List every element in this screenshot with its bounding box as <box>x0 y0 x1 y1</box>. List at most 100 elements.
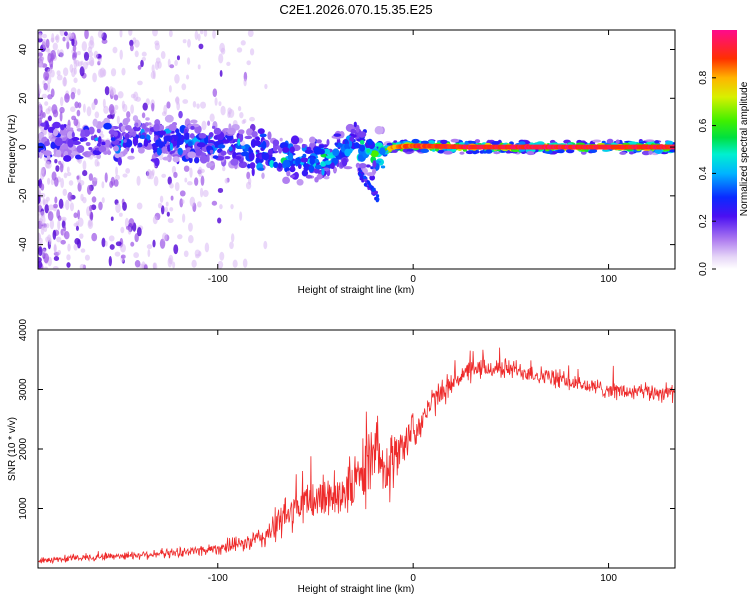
spectrogram-speck <box>243 78 247 87</box>
spectrogram-speck <box>146 168 152 180</box>
spectrogram-speck <box>60 239 66 245</box>
spectrogram-speck <box>38 57 44 63</box>
spectrogram-speck <box>73 57 77 64</box>
spectrogram-cell <box>300 157 309 163</box>
spectrogram-speck <box>45 38 50 49</box>
spectrogram-ytick-label: 40 <box>18 44 29 56</box>
spectrogram-cell <box>227 127 236 135</box>
spectrogram-speck <box>211 200 218 206</box>
figure-title: C2E1.2026.070.15.35.E25 <box>279 2 432 17</box>
spectrogram-speck <box>59 106 65 114</box>
colorbar-tick-label: 0.4 <box>698 166 709 180</box>
snr-marks <box>38 347 675 565</box>
spectrogram-speck <box>147 249 151 258</box>
spectrogram-cell <box>163 135 173 142</box>
spectrogram-cell <box>443 150 453 155</box>
spectrogram-speck <box>110 68 117 77</box>
spectrogram-speck <box>108 235 115 242</box>
spectrogram-cell <box>175 128 180 134</box>
spectrogram-speck <box>62 188 68 197</box>
spectrogram-cell <box>224 155 231 160</box>
spectrogram-speck <box>70 33 75 40</box>
spectrogram-cell <box>325 155 334 159</box>
spectrogram-cell <box>76 144 85 153</box>
spectrogram-cell <box>154 157 160 167</box>
spectrogram-speck <box>200 101 207 109</box>
spectrogram-cell <box>238 129 245 135</box>
spectrogram-cell <box>72 140 81 146</box>
spectrogram-cell <box>665 140 674 145</box>
spectrogram-speck <box>179 190 186 197</box>
spectrogram-speck <box>189 167 193 178</box>
spectrogram-cell <box>164 114 174 123</box>
spectrogram-speck <box>133 252 139 259</box>
spectrogram-cell <box>648 150 653 155</box>
spectrogram-speck <box>239 211 243 221</box>
spectrogram-speck <box>62 67 69 77</box>
spectrogram-speck <box>164 206 169 213</box>
spectrogram-cell <box>355 124 360 133</box>
spectrogram-cell <box>190 125 195 130</box>
spectrogram-cell <box>213 127 222 135</box>
spectrogram-cell <box>46 155 51 160</box>
spectrogram-speck <box>134 260 141 268</box>
spectrogram-cell <box>369 174 376 181</box>
spectrogram-cell <box>350 128 356 134</box>
spectrogram-cell <box>244 135 253 140</box>
spectrogram-speck <box>169 207 174 212</box>
spectrogram-speck <box>167 176 172 185</box>
spectrogram-cell <box>290 165 295 170</box>
colorbar-gradient <box>712 30 737 269</box>
spectrogram-tail <box>371 191 375 195</box>
spectrogram-speck <box>104 172 108 183</box>
spectrogram-speck <box>96 161 100 167</box>
spectrogram-speck <box>38 88 42 94</box>
spectrogram-speck <box>47 68 53 74</box>
spectrogram-speck <box>54 196 58 204</box>
spectrogram-cell <box>343 166 353 170</box>
spectrogram-cell <box>459 142 465 146</box>
spectrogram-cell <box>92 118 98 127</box>
spectrogram-cell <box>296 178 304 186</box>
spectrogram-speck <box>86 106 92 117</box>
spectrogram-cell <box>123 148 128 155</box>
spectrogram-cell <box>189 133 195 139</box>
spectrogram-speck <box>82 61 88 70</box>
spectrogram-speck <box>73 212 78 219</box>
spectrogram-cell <box>391 149 398 153</box>
spectrogram-cell <box>209 149 214 154</box>
spectrogram-speck <box>218 101 222 107</box>
spectrogram-cell <box>330 162 335 170</box>
spectrogram-cell <box>66 131 74 139</box>
spectrogram-speck <box>88 56 95 67</box>
spectrogram-speck <box>167 217 174 224</box>
spectrogram-speck <box>56 74 63 81</box>
spectrogram-cell <box>82 152 88 156</box>
spectrogram-cell <box>125 124 132 131</box>
spectrogram-speck <box>47 234 52 243</box>
spectrogram-speck <box>204 242 210 253</box>
spectrogram-cell <box>341 157 348 167</box>
spectrogram-speck <box>55 34 60 43</box>
snr-xtick-label: -100 <box>208 573 228 584</box>
spectrogram-speck <box>38 32 43 40</box>
spectrogram-cell <box>143 138 149 147</box>
spectrogram-speck <box>247 30 254 38</box>
spectrogram-speck <box>62 36 66 42</box>
spectrogram-speck <box>74 101 79 109</box>
spectrogram-speck <box>112 46 118 54</box>
spectrogram-cell <box>132 125 141 132</box>
spectrogram-cell <box>145 117 150 121</box>
spectrogram-speck <box>109 244 115 250</box>
spectrogram-speck <box>63 31 68 37</box>
spectrogram-speck <box>125 168 131 174</box>
spectrogram-xtick-label: 0 <box>410 274 416 285</box>
spectrogram-cell <box>273 161 279 169</box>
spectrogram-cell <box>141 122 147 130</box>
spectrogram-cell <box>120 125 126 133</box>
spectrogram-speck <box>76 51 81 56</box>
spectrogram-speck <box>227 107 232 115</box>
spectrogram-speck <box>77 238 81 249</box>
spectrogram-cell <box>323 176 330 180</box>
spectrogram-speck <box>40 183 45 191</box>
